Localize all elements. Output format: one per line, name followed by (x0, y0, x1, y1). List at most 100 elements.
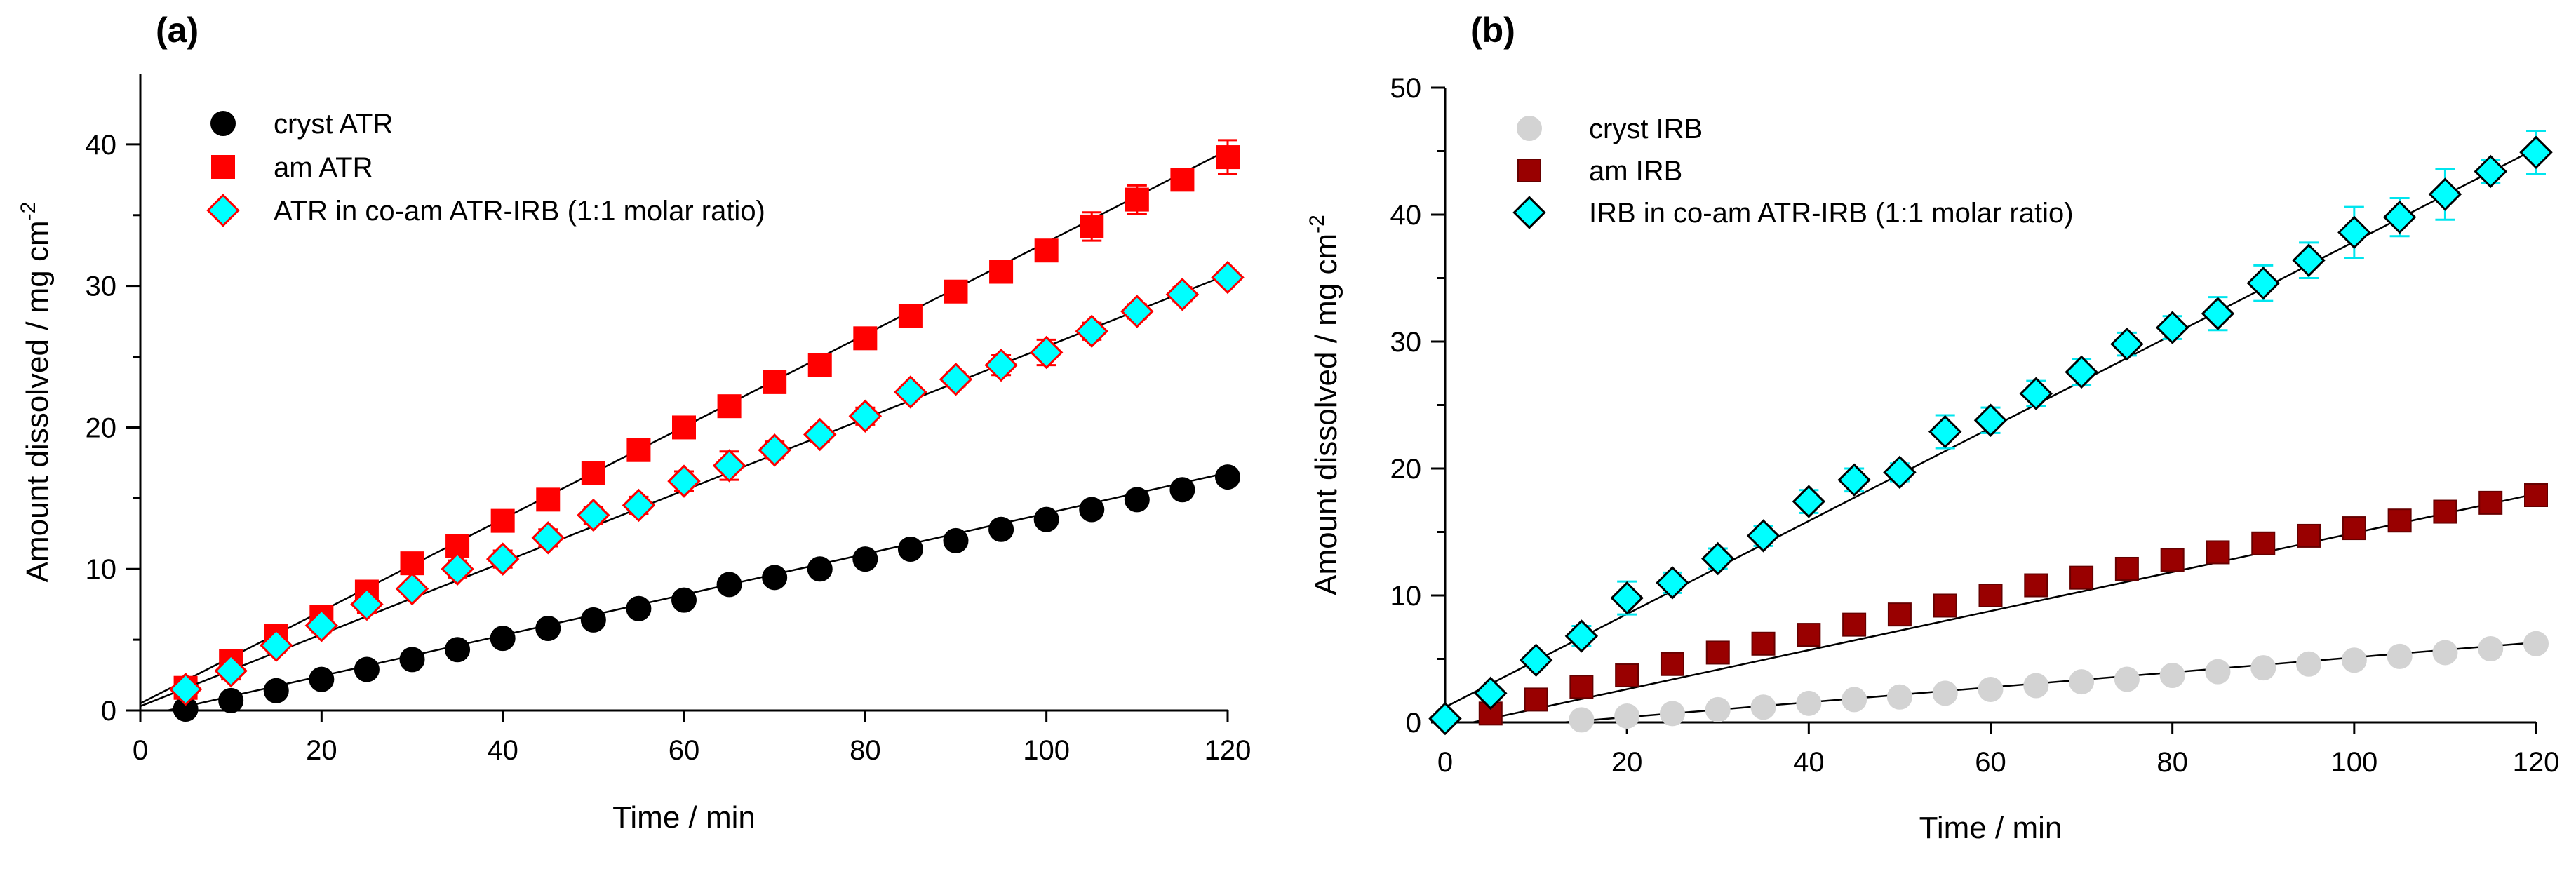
data-point (1524, 687, 1548, 712)
data-point (626, 438, 651, 462)
data-point (1973, 403, 2008, 437)
data-point (485, 542, 520, 576)
data-point (2251, 531, 2276, 555)
data-point (304, 609, 339, 642)
data-point (2478, 636, 2504, 662)
data-point (2110, 327, 2144, 361)
data-point (2524, 483, 2548, 508)
data-point (441, 552, 474, 586)
data-point (581, 461, 605, 485)
x-tick-label: 40 (1793, 747, 1825, 778)
data-point (1125, 187, 1149, 212)
series-1 (140, 139, 1240, 705)
data-point (853, 326, 878, 351)
data-point (2155, 311, 2189, 344)
legend-label: am ATR (274, 152, 373, 183)
data-point (1120, 295, 1154, 328)
data-point (1034, 238, 1059, 263)
data-point (2297, 523, 2321, 548)
data-point (898, 304, 923, 328)
y-tick-label: 30 (1390, 327, 1422, 358)
data-point (2382, 200, 2417, 234)
data-point (214, 654, 248, 688)
data-point (758, 433, 791, 467)
legend-label: cryst ATR (274, 109, 393, 140)
series-0 (1563, 631, 2549, 733)
legend-label: IRB in co-am ATR-IRB (1:1 molar ratio) (1589, 198, 2074, 229)
data-point (2432, 640, 2458, 666)
data-point (2069, 565, 2094, 590)
x-tick-label: 80 (2156, 747, 2188, 778)
data-point (2159, 663, 2185, 689)
y-tick-label: 20 (86, 412, 117, 443)
series-2 (1428, 130, 2553, 736)
y-tick-label: 40 (86, 130, 117, 161)
x-tick-label: 0 (133, 735, 148, 766)
data-point (989, 260, 1014, 284)
data-point (1705, 640, 1730, 665)
x-axis-title: Time / min (612, 800, 756, 835)
legend: cryst IRB am IRB IRB in co-am ATR-IRB (1:1… (1512, 114, 2074, 229)
chart-panel-0: (a) 0 20 40 60 80 100 120 0 10 20 30 40 Time / min Amo… (17, 11, 1251, 835)
data-point (2023, 673, 2049, 699)
data-point (1216, 145, 1240, 170)
data-point (1169, 477, 1195, 503)
data-point (218, 687, 244, 713)
data-point (2250, 655, 2276, 681)
y-axis-title-text: Amount dissolved / mg cm (20, 220, 55, 582)
legend-marker (206, 194, 240, 227)
data-point (1170, 168, 1195, 192)
data-point (944, 279, 968, 304)
data-point (626, 595, 652, 621)
data-point (1656, 566, 1689, 600)
legend-label: cryst IRB (1589, 114, 1703, 144)
data-point (395, 572, 429, 606)
data-point (2387, 508, 2412, 533)
data-point (2024, 573, 2048, 598)
data-point (2201, 297, 2235, 330)
data-point (490, 508, 515, 533)
data-point (350, 587, 384, 621)
data-point (667, 464, 701, 498)
x-tick-label: 100 (2330, 747, 2377, 778)
data-point (2519, 135, 2553, 170)
data-point (2069, 669, 2095, 695)
legend-marker (1517, 116, 1542, 141)
data-point (852, 546, 878, 572)
data-point (1519, 643, 1553, 678)
x-tick-label: 80 (850, 735, 881, 766)
data-point (535, 615, 561, 641)
data-point (2065, 355, 2098, 389)
data-point (263, 678, 289, 703)
data-point (1659, 701, 1685, 727)
data-point (1978, 584, 2003, 607)
data-point (763, 370, 787, 394)
data-point (712, 449, 746, 483)
data-point (943, 527, 969, 553)
data-point (2337, 215, 2371, 250)
x-tick-label: 100 (1023, 735, 1070, 766)
x-tick-label: 20 (1611, 747, 1643, 778)
x-tick-label: 60 (669, 735, 700, 766)
data-point (2160, 548, 2185, 572)
data-point (807, 556, 833, 582)
chart-panel-1: (b) 0 20 40 60 80 100 120 0 10 20 30 40 50 Time / min A… (1306, 11, 2559, 845)
data-point (577, 498, 610, 532)
data-point (1615, 663, 1639, 688)
data-point (807, 353, 832, 377)
data-point (1746, 519, 1780, 553)
data-point (2341, 647, 2367, 673)
data-point (2114, 556, 2139, 581)
series-2 (140, 260, 1245, 708)
y-tick-label: 10 (86, 554, 117, 585)
data-point (1886, 684, 1912, 710)
data-point (1474, 676, 1508, 710)
x-tick-label: 0 (1437, 747, 1453, 778)
data-point (2478, 490, 2503, 515)
data-point (1837, 463, 1871, 497)
data-point (1569, 675, 1594, 699)
data-point (1701, 541, 1735, 576)
legend-label: am IRB (1589, 156, 1682, 187)
